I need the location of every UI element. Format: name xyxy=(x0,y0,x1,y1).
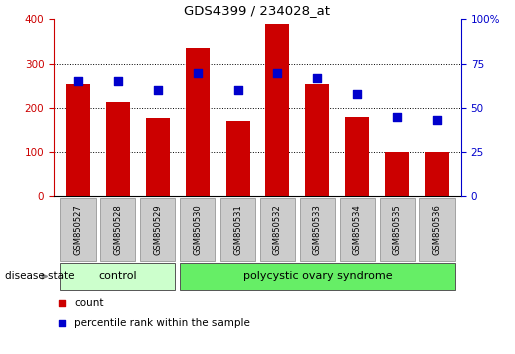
Text: count: count xyxy=(74,298,104,308)
Text: GSM850529: GSM850529 xyxy=(153,204,162,255)
Point xyxy=(114,79,122,84)
FancyBboxPatch shape xyxy=(300,198,335,261)
Point xyxy=(433,118,441,123)
Text: percentile rank within the sample: percentile rank within the sample xyxy=(74,318,250,327)
FancyBboxPatch shape xyxy=(220,198,255,261)
Point xyxy=(313,75,321,81)
Text: GSM850535: GSM850535 xyxy=(392,204,402,255)
FancyBboxPatch shape xyxy=(100,198,135,261)
Text: control: control xyxy=(98,271,137,281)
Bar xyxy=(146,118,170,196)
Text: polycystic ovary syndrome: polycystic ovary syndrome xyxy=(243,271,392,281)
FancyBboxPatch shape xyxy=(180,263,455,290)
Point xyxy=(153,87,162,93)
Point xyxy=(58,320,66,325)
Bar xyxy=(186,48,210,196)
Text: GSM850527: GSM850527 xyxy=(74,204,82,255)
FancyBboxPatch shape xyxy=(140,198,175,261)
Bar xyxy=(425,152,449,196)
Bar xyxy=(385,152,409,196)
FancyBboxPatch shape xyxy=(419,198,455,261)
FancyBboxPatch shape xyxy=(60,263,175,290)
Text: disease state: disease state xyxy=(5,272,75,281)
Bar xyxy=(106,102,130,196)
Bar xyxy=(305,84,329,196)
Point xyxy=(353,91,362,97)
FancyBboxPatch shape xyxy=(380,198,415,261)
Text: GSM850533: GSM850533 xyxy=(313,204,322,255)
Text: GSM850532: GSM850532 xyxy=(273,204,282,255)
Point xyxy=(58,300,66,306)
Bar xyxy=(265,24,289,196)
Point xyxy=(194,70,202,75)
FancyBboxPatch shape xyxy=(180,198,215,261)
Text: GSM850531: GSM850531 xyxy=(233,204,242,255)
Point xyxy=(393,114,401,120)
Title: GDS4399 / 234028_at: GDS4399 / 234028_at xyxy=(184,4,331,17)
Text: GSM850536: GSM850536 xyxy=(433,204,441,255)
Point xyxy=(273,70,282,75)
Text: GSM850534: GSM850534 xyxy=(353,204,362,255)
Text: GSM850530: GSM850530 xyxy=(193,204,202,255)
Text: GSM850528: GSM850528 xyxy=(113,204,123,255)
Bar xyxy=(226,121,250,196)
FancyBboxPatch shape xyxy=(60,198,96,261)
FancyBboxPatch shape xyxy=(260,198,295,261)
Point xyxy=(74,79,82,84)
FancyBboxPatch shape xyxy=(340,198,375,261)
Bar xyxy=(345,117,369,196)
Bar xyxy=(66,84,90,196)
Point xyxy=(233,87,242,93)
